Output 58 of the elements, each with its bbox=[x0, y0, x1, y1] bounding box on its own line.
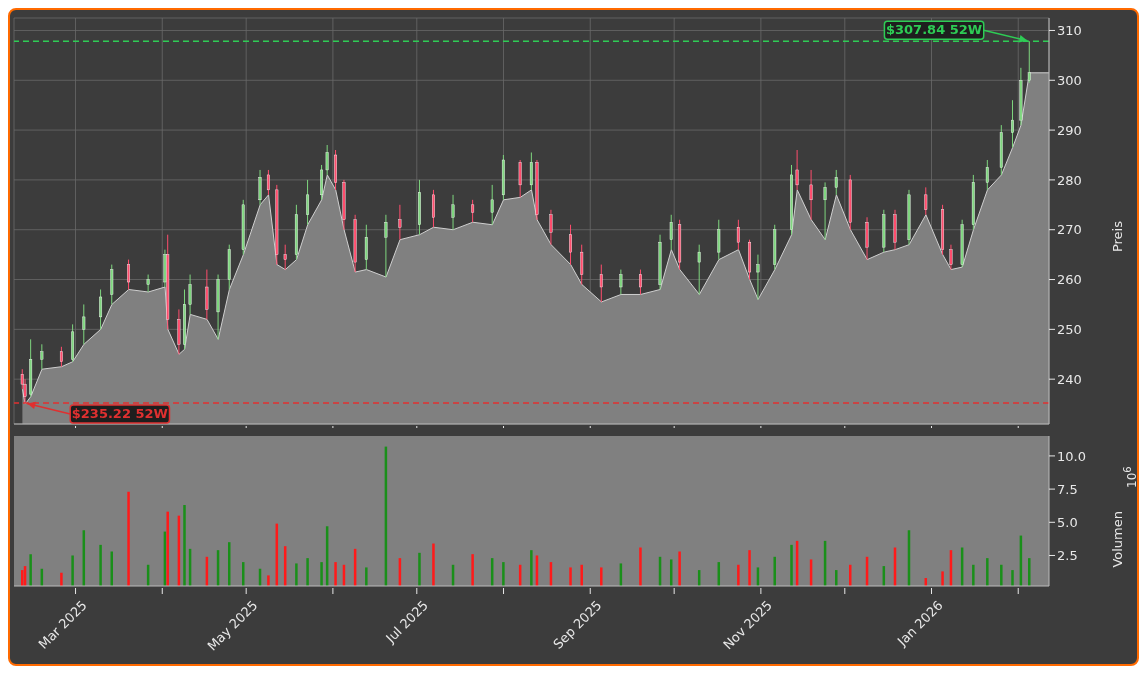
candlestick bbox=[518, 159, 522, 198]
y-tick-label: 10.0 bbox=[1057, 448, 1086, 464]
candlestick bbox=[306, 179, 310, 226]
candlestick bbox=[669, 214, 673, 251]
y-tick-label: 7.5 bbox=[1057, 481, 1078, 497]
candlestick bbox=[146, 274, 150, 293]
y-tick-label: 260 bbox=[1057, 272, 1082, 288]
y-tick-label: 2.5 bbox=[1057, 548, 1078, 564]
candlestick bbox=[384, 214, 388, 278]
candlestick bbox=[266, 169, 270, 196]
annotation: $235.22 52W bbox=[71, 405, 168, 421]
candlestick bbox=[549, 209, 553, 246]
y-tick-label: 300 bbox=[1057, 72, 1082, 88]
candlestick bbox=[40, 343, 44, 370]
candlestick bbox=[1027, 40, 1031, 84]
candlestick bbox=[697, 244, 701, 295]
candlestick bbox=[82, 303, 86, 345]
candlestick bbox=[924, 186, 928, 216]
candlestick bbox=[1011, 99, 1014, 149]
y-axis-title: Volumen bbox=[1109, 511, 1125, 568]
candlestick bbox=[325, 144, 329, 176]
candlestick bbox=[823, 181, 827, 241]
candlestick bbox=[795, 149, 799, 191]
candlestick bbox=[619, 269, 623, 295]
candlestick bbox=[451, 194, 455, 231]
candlestick bbox=[985, 159, 989, 191]
candlestick bbox=[756, 254, 760, 300]
candlestick bbox=[834, 169, 838, 196]
candlestick bbox=[432, 189, 435, 228]
candlestick bbox=[99, 289, 103, 330]
candlestick bbox=[717, 219, 721, 261]
candlestick bbox=[529, 152, 533, 191]
candlestick bbox=[736, 219, 740, 251]
candlestick bbox=[949, 244, 953, 271]
candlestick bbox=[471, 199, 475, 223]
candlestick bbox=[258, 169, 262, 206]
candlestick bbox=[639, 269, 642, 295]
y-tick-label: 250 bbox=[1057, 321, 1082, 337]
candlestick bbox=[809, 169, 813, 221]
y-tick-label: 310 bbox=[1057, 23, 1082, 39]
candlestick bbox=[188, 274, 192, 315]
candlestick bbox=[59, 346, 63, 368]
candlestick bbox=[490, 184, 494, 226]
candlestick bbox=[205, 269, 209, 320]
y-axis-title: Preis bbox=[1109, 220, 1125, 253]
y-tick-label: 270 bbox=[1057, 222, 1082, 238]
y-tick-label: 5.0 bbox=[1057, 514, 1078, 530]
candlestick bbox=[569, 224, 572, 266]
candlestick bbox=[398, 204, 402, 241]
candlestick bbox=[283, 244, 287, 271]
annotation: $307.84 52W bbox=[885, 22, 983, 38]
candlestick bbox=[580, 244, 584, 286]
candlestick bbox=[599, 264, 603, 303]
y-tick-label: 280 bbox=[1057, 172, 1082, 188]
y-tick-label: 290 bbox=[1057, 122, 1082, 138]
candlestick bbox=[127, 259, 131, 290]
candlestick bbox=[364, 224, 368, 271]
y-tick-label: 240 bbox=[1057, 371, 1082, 387]
